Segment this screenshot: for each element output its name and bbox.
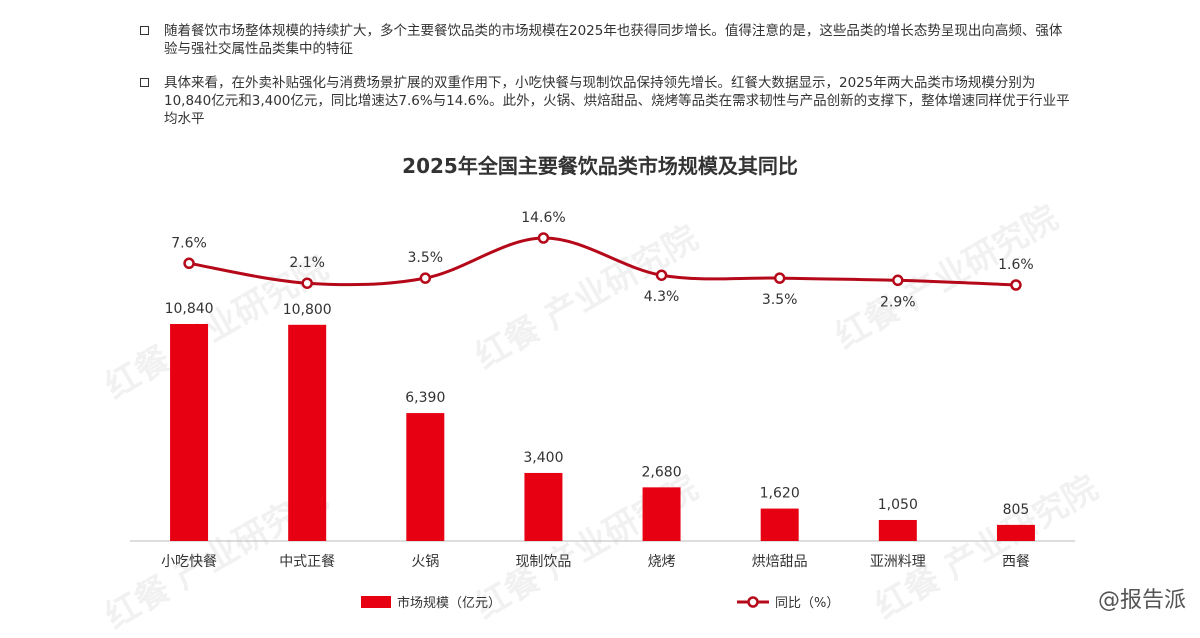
checkbox-square-icon [140,78,149,87]
yoy-value-label: 2.9% [880,294,916,310]
yoy-line [188,236,1016,287]
legend-bar-swatch [361,596,391,608]
bullet-item: 随着餐饮市场整体规模的持续扩大，多个主要餐饮品类的市场规模在2025年也获得同步… [140,22,1070,58]
yoy-point [419,272,432,284]
bar [524,472,563,541]
bar-value-label: 1,050 [878,497,918,513]
yoy-point [892,274,904,287]
x-tick-label: 烘焙甜品 [752,554,808,570]
x-tick-label: 中式正餐 [279,554,335,570]
yoy-value-label: 3.5% [762,292,798,308]
x-tick-label: 西餐 [1002,554,1030,570]
yoy-point [773,272,786,284]
bar-value-label: 3,400 [523,450,563,466]
bar-value-label: 10,840 [165,301,214,317]
yoy-value-label: 3.5% [408,250,444,266]
yoy-point [183,257,195,270]
x-tick-label: 小吃快餐 [161,554,217,570]
yoy-point [1010,279,1022,291]
yoy-value-label: 2.1% [289,255,325,271]
combo-chart: 10,840 小吃快餐 10,800 中式正餐 6,390 火锅 3,400 现制饮品 2,68… [130,210,1075,611]
bar-value-label: 2,680 [642,464,682,480]
bar-value-label: 1,620 [760,486,800,502]
yoy-value-label: 4.3% [644,289,680,305]
x-tick-label: 现制饮品 [515,554,571,570]
x-tick-label: 火锅 [411,554,439,570]
yoy-point [655,269,668,281]
bar [878,519,917,541]
bar [760,508,799,541]
legend-line-label: 同比（%） [775,596,839,611]
bar-value-label: 805 [1003,502,1030,518]
bar [406,413,445,541]
yoy-value-label: 1.6% [998,257,1034,273]
yoy-value-label: 7.6% [171,235,207,251]
chart-title: 2025年全国主要餐饮品类市场规模及其同比 [402,154,798,178]
bullet-item: 具体来看，在外卖补贴强化与消费场景扩展的双重作用下，小吃快餐与现制饮品保持领先增… [140,74,1070,128]
bullet-list: 随着餐饮市场整体规模的持续扩大，多个主要餐饮品类的市场规模在2025年也获得同步… [140,22,1070,144]
yoy-point [537,232,550,244]
bar [170,324,209,541]
bar [288,324,327,541]
bar-value-label: 6,390 [405,390,445,406]
x-tick-label: 亚洲料理 [870,554,926,570]
source-mark: @报告派 [1097,588,1186,613]
legend-line-marker [747,596,759,608]
bar [642,487,681,541]
bullet-text: 随着餐饮市场整体规模的持续扩大，多个主要餐饮品类的市场规模在2025年也获得同步… [164,23,1063,57]
yoy-point [301,277,313,289]
bullet-text: 具体来看，在外卖补贴强化与消费场景扩展的双重作用下，小吃快餐与现制饮品保持领先增… [164,75,1070,127]
checkbox-square-icon [140,26,149,35]
yoy-value-label: 14.6% [521,210,565,226]
legend-bar-label: 市场规模（亿元） [397,595,501,611]
bar [996,524,1035,541]
bar-value-label: 10,800 [283,302,332,318]
x-tick-label: 烧烤 [648,554,676,570]
